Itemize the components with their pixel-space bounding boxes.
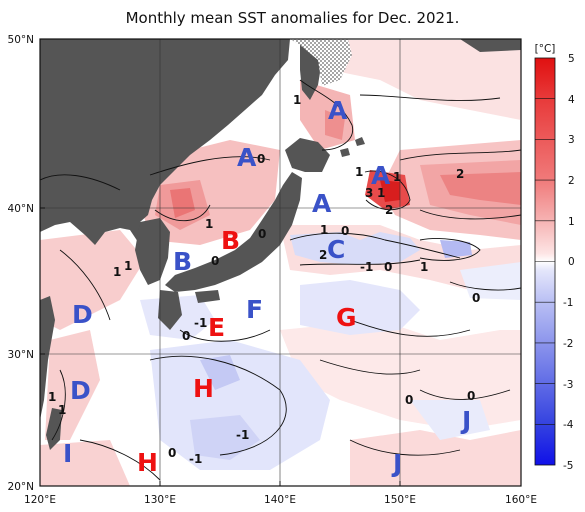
- region-label: A: [371, 161, 391, 190]
- colorbar-tick: -2: [563, 338, 573, 350]
- region-labels: A A A A B B C D D E F G H H I J J: [63, 96, 471, 478]
- region-label: B: [221, 226, 240, 255]
- grid-lines: [40, 39, 521, 486]
- contour-label: 0: [384, 260, 392, 274]
- region-label: D: [72, 300, 93, 329]
- region-label: A: [237, 143, 257, 172]
- lat-label: 50°N: [8, 34, 34, 46]
- lat-label: 20°N: [8, 481, 34, 493]
- contour-label: 0: [341, 224, 349, 238]
- contour-label: 0: [405, 393, 413, 407]
- region-label: H: [193, 374, 214, 403]
- contour-label: 1: [124, 259, 132, 273]
- colorbar-tick: -1: [563, 297, 573, 309]
- contour-label: 1: [355, 165, 363, 179]
- contour-label: 0: [467, 389, 475, 403]
- region-label: A: [312, 189, 332, 218]
- contour-label: -1: [194, 316, 207, 330]
- contour-label: 0: [182, 329, 190, 343]
- contour-label: 0: [472, 291, 480, 305]
- colorbar-tick: 5: [568, 53, 575, 65]
- region-label: J: [460, 406, 471, 435]
- contour-label: 1: [58, 403, 66, 417]
- contour-label: -1: [360, 260, 373, 274]
- region-label: G: [336, 303, 357, 332]
- colorbar-tick: -4: [563, 419, 574, 431]
- contour-label: 1: [113, 265, 121, 279]
- color-bar: [°C] 5 4 3 2 1 0 -1 -2 -3 -4 -5: [534, 43, 575, 472]
- contour-label: 2: [456, 167, 464, 181]
- region-label: J: [391, 449, 402, 478]
- colorbar-tick: 1: [568, 216, 575, 228]
- contour-label: 1: [377, 186, 385, 200]
- region-label: D: [70, 376, 91, 405]
- contour-label: -1: [189, 452, 202, 466]
- contour-lines: [40, 79, 521, 481]
- sea-ice-area: [290, 39, 352, 86]
- lon-label: 140°E: [264, 494, 296, 506]
- colorbar-tick: 3: [568, 134, 575, 146]
- lat-label: 30°N: [8, 349, 34, 361]
- contour-label: 1: [205, 217, 213, 231]
- contour-label: 0: [258, 227, 266, 241]
- lon-label: 160°E: [505, 494, 537, 506]
- lat-label: 40°N: [8, 203, 34, 215]
- colorbar-tick: 0: [568, 256, 575, 268]
- axis-ticks: [39, 38, 522, 487]
- contour-label: 3: [365, 186, 373, 200]
- contour-label: 1: [420, 260, 428, 274]
- colorbar-unit: [°C]: [535, 43, 556, 55]
- contour-label: 2: [385, 203, 393, 217]
- colorbar-tick: 4: [568, 94, 575, 106]
- contour-label: -1: [236, 428, 249, 442]
- contour-label: 0: [257, 152, 265, 166]
- region-label: A: [328, 96, 348, 125]
- colorbar-tick: -5: [563, 460, 573, 472]
- contour-label: 0: [211, 254, 219, 268]
- lon-label: 150°E: [384, 494, 416, 506]
- region-label: F: [246, 295, 263, 324]
- region-label: B: [173, 247, 192, 276]
- contour-value-labels: 1 0 1 1 3 1 2 2 1 0 1 0 0 2 -1 1 0 -1 0 …: [48, 93, 480, 466]
- contour-label: 1: [48, 390, 56, 404]
- lon-label: 130°E: [144, 494, 176, 506]
- lon-label: 120°E: [24, 494, 56, 506]
- map-title: Monthly mean SST anomalies for Dec. 2021…: [125, 9, 460, 27]
- contour-label: 1: [393, 170, 401, 184]
- region-label: E: [208, 313, 225, 342]
- contour-label: 0: [168, 446, 176, 460]
- contour-label: 1: [320, 223, 328, 237]
- region-label: C: [327, 235, 345, 264]
- colorbar-tick: -3: [563, 379, 573, 391]
- region-label: H: [137, 448, 158, 477]
- land: [40, 39, 521, 450]
- region-label: I: [63, 439, 72, 468]
- contour-label: 1: [293, 93, 301, 107]
- colorbar-tick: 2: [568, 175, 575, 187]
- contour-label: 2: [319, 248, 327, 262]
